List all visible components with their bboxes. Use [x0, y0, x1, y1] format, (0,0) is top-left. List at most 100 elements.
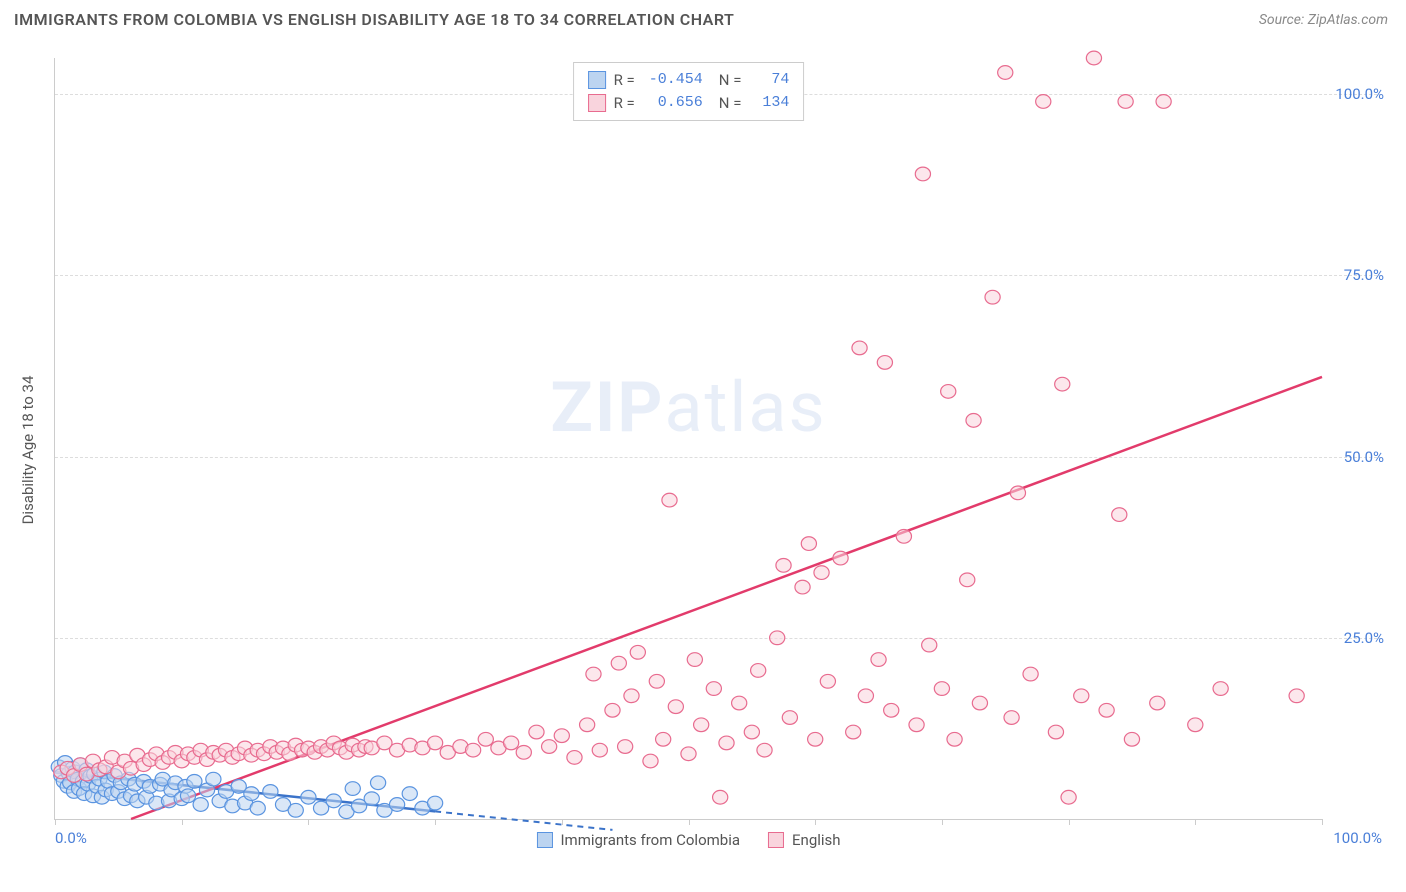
y-tick-label: 50.0%	[1344, 448, 1384, 466]
point-blue	[263, 785, 278, 799]
point-pink	[1004, 711, 1019, 725]
x-tick-start: 0.0%	[55, 829, 87, 847]
legend-item-pink: English	[768, 831, 841, 849]
point-pink	[592, 743, 607, 757]
point-pink	[776, 558, 791, 572]
point-pink	[782, 711, 797, 725]
point-pink	[1188, 718, 1203, 732]
point-pink	[618, 740, 633, 754]
point-pink	[947, 732, 962, 746]
point-pink	[801, 537, 816, 551]
point-pink	[732, 696, 747, 710]
stats-n-label: N =	[719, 69, 742, 92]
stats-r-value-blue: -0.454	[643, 69, 703, 92]
x-tick	[562, 819, 563, 825]
point-pink	[1112, 508, 1127, 522]
point-pink	[1124, 732, 1139, 746]
point-pink	[567, 751, 582, 765]
point-pink	[1074, 689, 1089, 703]
x-tick	[1069, 819, 1070, 825]
point-blue	[244, 787, 259, 801]
point-pink	[998, 66, 1013, 80]
y-tick-label: 25.0%	[1344, 629, 1384, 647]
point-pink	[1048, 725, 1063, 739]
point-blue	[402, 787, 417, 801]
point-pink	[504, 736, 519, 750]
point-pink	[656, 732, 671, 746]
y-tick-label: 100.0%	[1335, 85, 1384, 103]
point-pink	[466, 743, 481, 757]
point-pink	[1118, 95, 1133, 109]
point-pink	[1289, 689, 1304, 703]
point-pink	[922, 638, 937, 652]
point-blue	[326, 794, 341, 808]
point-pink	[814, 566, 829, 580]
point-pink	[934, 682, 949, 696]
legend-label: English	[792, 831, 841, 849]
point-pink	[795, 580, 810, 594]
point-pink	[681, 747, 696, 761]
point-pink	[846, 725, 861, 739]
x-tick	[1195, 819, 1196, 825]
point-blue	[187, 774, 202, 788]
point-blue	[180, 789, 195, 803]
point-blue	[193, 798, 208, 812]
point-pink	[668, 700, 683, 714]
legend-item-blue: Immigrants from Colombia	[536, 831, 740, 849]
point-pink	[884, 703, 899, 717]
point-pink	[808, 732, 823, 746]
x-tick	[182, 819, 183, 825]
bottom-legend: Immigrants from Colombia English	[536, 831, 840, 849]
point-blue	[301, 790, 316, 804]
point-pink	[516, 745, 531, 759]
point-pink	[1213, 682, 1228, 696]
legend-swatch-icon	[768, 832, 784, 848]
legend-swatch-icon	[536, 832, 552, 848]
point-pink	[751, 664, 766, 678]
stats-r-label: R =	[614, 69, 635, 92]
trend-line-blue-dash	[435, 811, 612, 829]
point-blue	[389, 798, 404, 812]
stats-r-label: R =	[614, 92, 635, 115]
point-pink	[1156, 95, 1171, 109]
point-pink	[1023, 667, 1038, 681]
point-pink	[972, 696, 987, 710]
point-blue	[288, 803, 303, 817]
stats-row-blue: R = -0.454 N = 74	[588, 69, 790, 92]
x-tick-end: 100.0%	[1333, 829, 1382, 847]
point-pink	[1086, 51, 1101, 65]
y-tick-label: 75.0%	[1344, 266, 1384, 284]
point-pink	[662, 493, 677, 507]
point-pink	[877, 356, 892, 370]
point-pink	[966, 414, 981, 428]
x-tick	[689, 819, 690, 825]
point-pink	[643, 754, 658, 768]
point-pink	[706, 682, 721, 696]
point-blue	[370, 776, 385, 790]
point-pink	[744, 725, 759, 739]
point-pink	[630, 645, 645, 659]
point-pink	[1061, 790, 1076, 804]
x-tick	[308, 819, 309, 825]
point-pink	[941, 385, 956, 399]
stats-r-value-pink: 0.656	[643, 92, 703, 115]
point-pink	[719, 736, 734, 750]
point-pink	[1055, 377, 1070, 391]
point-pink	[580, 718, 595, 732]
point-pink	[713, 790, 728, 804]
point-blue	[206, 772, 221, 786]
point-pink	[896, 529, 911, 543]
point-pink	[985, 290, 1000, 304]
chart-container: Disability Age 18 to 34 ZIPatlas R = -0.…	[14, 40, 1392, 860]
point-pink	[770, 631, 785, 645]
point-pink	[478, 732, 493, 746]
point-pink	[427, 736, 442, 750]
point-pink	[611, 656, 626, 670]
point-blue	[345, 782, 360, 796]
point-blue	[364, 792, 379, 806]
x-tick	[435, 819, 436, 825]
legend-stats-box: R = -0.454 N = 74 R = 0.656 N = 134	[573, 62, 805, 121]
legend-swatch-blue	[588, 71, 606, 89]
stats-n-label: N =	[719, 92, 742, 115]
chart-title: IMMIGRANTS FROM COLOMBIA VS ENGLISH DISA…	[14, 10, 734, 29]
